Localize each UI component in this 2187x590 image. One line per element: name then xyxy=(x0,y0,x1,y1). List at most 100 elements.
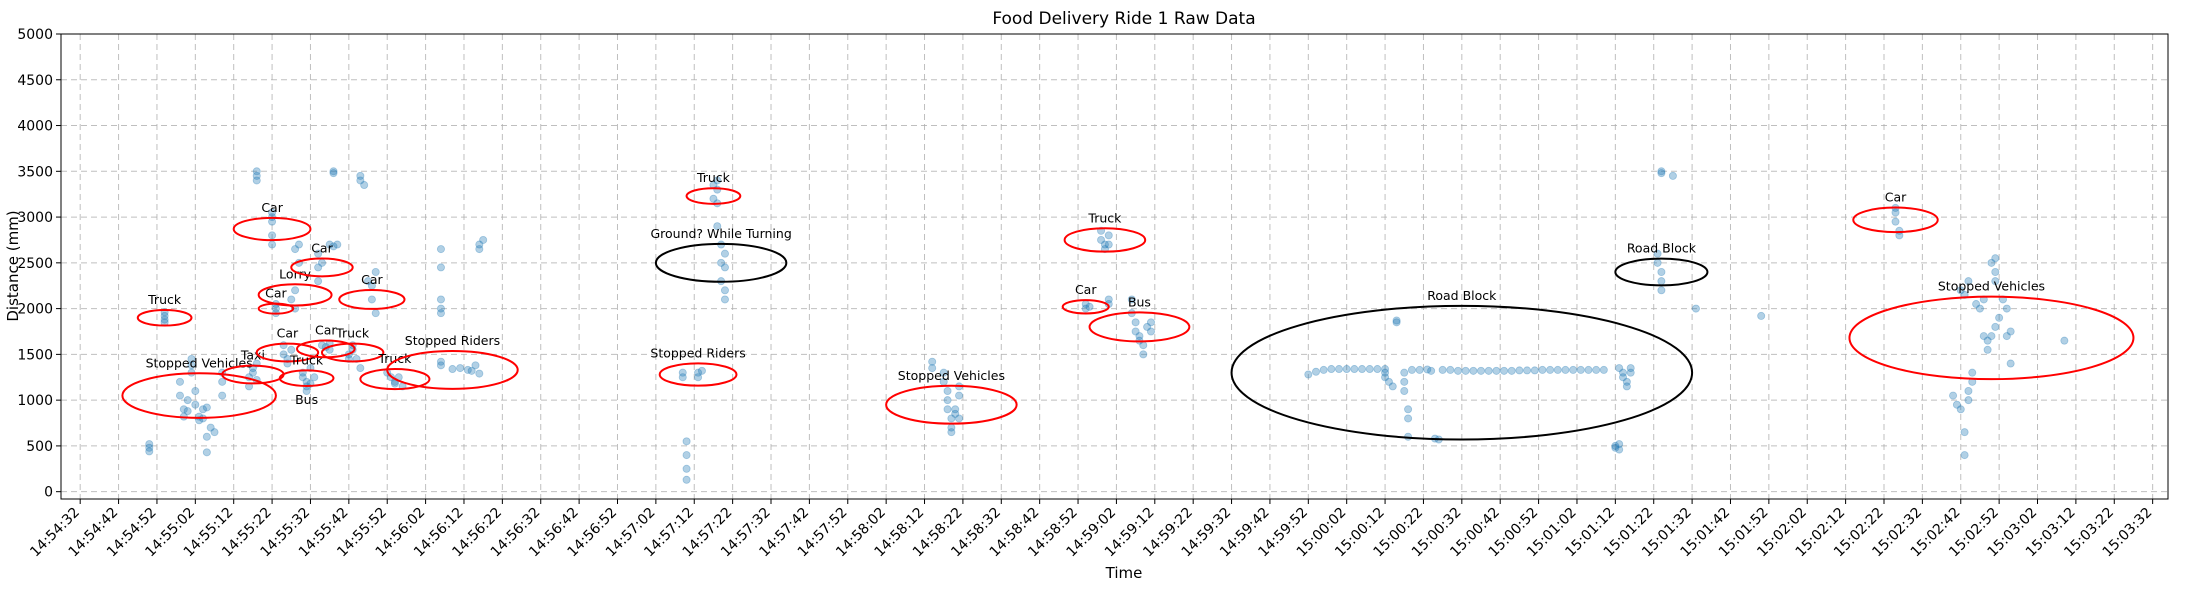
data-point xyxy=(1085,302,1094,311)
data-point xyxy=(356,171,365,180)
data-point xyxy=(1668,171,1677,180)
data-point xyxy=(179,405,188,414)
data-point xyxy=(1131,327,1140,336)
data-point xyxy=(2006,359,2015,368)
data-point xyxy=(1657,167,1666,176)
annotation-circle xyxy=(136,308,193,327)
data-point xyxy=(291,286,300,295)
data-point xyxy=(1388,382,1397,391)
data-point xyxy=(1143,322,1152,331)
annotation-circle xyxy=(658,362,738,387)
data-point xyxy=(329,167,338,176)
annotation-circle xyxy=(1848,295,2135,381)
y-tick-label: 1000 xyxy=(17,393,53,409)
data-point xyxy=(268,240,277,249)
annotation-label: Taxi xyxy=(240,348,265,363)
data-point xyxy=(314,277,323,286)
data-point xyxy=(1956,405,1965,414)
data-point xyxy=(191,386,200,395)
x-axis-label: Time xyxy=(1105,564,1143,582)
data-point xyxy=(1415,365,1424,374)
data-point xyxy=(682,451,691,460)
annotation-label: Stopped Vehicles xyxy=(1938,279,2045,294)
data-point xyxy=(160,311,169,320)
data-point xyxy=(943,396,952,405)
data-point xyxy=(252,176,261,185)
data-point xyxy=(1515,366,1524,375)
data-point xyxy=(697,366,706,375)
data-point xyxy=(475,369,484,378)
data-point xyxy=(720,295,729,304)
annotation-circle xyxy=(255,342,320,363)
data-point xyxy=(1139,341,1148,350)
annotation-circle xyxy=(1614,257,1709,287)
y-tick-label: 3500 xyxy=(17,164,53,180)
data-point xyxy=(145,447,154,456)
data-point xyxy=(268,217,277,226)
data-point xyxy=(1407,365,1416,374)
data-point xyxy=(317,341,326,350)
data-point xyxy=(268,231,277,240)
data-point xyxy=(1500,366,1509,375)
data-point xyxy=(1311,367,1320,376)
data-point xyxy=(1131,318,1140,327)
annotation-circle xyxy=(278,369,335,387)
data-point xyxy=(1968,368,1977,377)
data-point xyxy=(1657,267,1666,276)
data-point xyxy=(1381,373,1390,382)
annotation-label: Road Block xyxy=(1627,241,1697,256)
data-point xyxy=(298,373,307,382)
data-point xyxy=(1104,240,1113,249)
annotation-circle xyxy=(320,342,385,363)
data-point xyxy=(271,304,280,313)
annotation-circle xyxy=(1852,206,1939,234)
data-point xyxy=(1100,240,1109,249)
data-point xyxy=(1987,258,1996,267)
annotation-label: Bus xyxy=(295,392,318,407)
y-tick-label: 4000 xyxy=(17,119,53,135)
data-point xyxy=(279,350,288,359)
data-point xyxy=(371,267,380,276)
annotation-label: Truck xyxy=(1087,210,1122,225)
data-point xyxy=(448,365,457,374)
data-point xyxy=(1404,414,1413,423)
data-point xyxy=(1956,286,1965,295)
data-point xyxy=(1952,400,1961,409)
data-point xyxy=(145,443,154,452)
data-point xyxy=(1622,382,1631,391)
data-point xyxy=(287,295,296,304)
grid-layer xyxy=(61,33,2168,499)
annotation-label: Bus xyxy=(1128,294,1151,309)
data-point xyxy=(1979,332,1988,341)
annotation-circle xyxy=(885,384,1018,425)
data-point xyxy=(720,249,729,258)
annotation-circle xyxy=(121,372,277,419)
data-point xyxy=(2006,327,2015,336)
data-point xyxy=(329,169,338,178)
y-tick-label: 500 xyxy=(26,439,53,455)
data-point xyxy=(1611,441,1620,450)
data-point xyxy=(682,475,691,484)
data-point xyxy=(717,258,726,267)
data-point xyxy=(479,235,488,244)
data-point xyxy=(1983,336,1992,345)
y-tick-label: 0 xyxy=(44,485,53,501)
y-tick-label: 2500 xyxy=(17,256,53,272)
data-point xyxy=(1611,443,1620,452)
data-point xyxy=(1619,373,1628,382)
data-point xyxy=(202,432,211,441)
data-point xyxy=(1576,365,1585,374)
data-point xyxy=(1146,327,1155,336)
data-point xyxy=(928,357,937,366)
annotation-circle xyxy=(654,242,788,283)
annotation-circle xyxy=(257,283,333,307)
data-point xyxy=(475,245,484,254)
y-axis: 0 500 1000 1500 2000 2500 3000 3500 4000 4500 5000 xyxy=(17,27,61,501)
annotation-label: Stopped Vehicles xyxy=(898,368,1005,383)
data-point xyxy=(1569,365,1578,374)
data-point xyxy=(1987,332,1996,341)
data-point xyxy=(467,366,476,375)
data-point xyxy=(302,386,311,395)
data-point xyxy=(943,405,952,414)
data-point xyxy=(1507,366,1516,375)
